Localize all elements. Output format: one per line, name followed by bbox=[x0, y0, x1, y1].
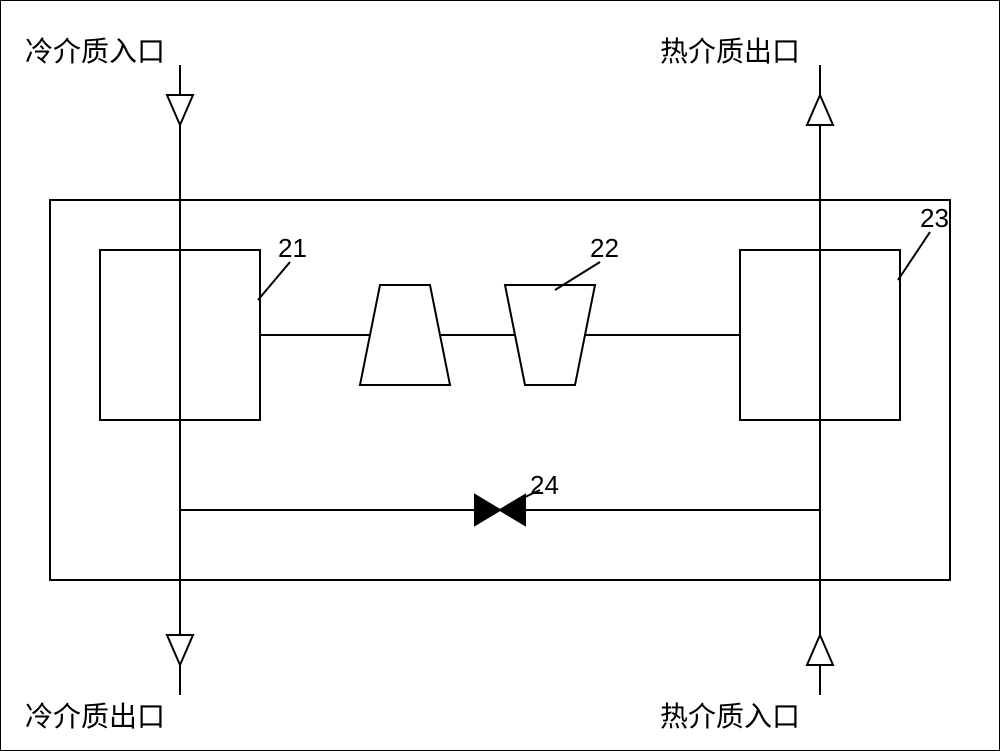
callout-21: 21 bbox=[278, 233, 307, 264]
outer-frame bbox=[0, 0, 1000, 751]
diagram-svg bbox=[0, 0, 1000, 751]
main-enclosure bbox=[50, 200, 950, 580]
label-cold-inlet: 冷介质入口 bbox=[25, 30, 165, 70]
leader-23 bbox=[898, 232, 930, 280]
cold-in-arrow bbox=[167, 95, 193, 125]
callout-23: 23 bbox=[920, 203, 949, 234]
label-cold-outlet: 冷介质出口 bbox=[25, 695, 165, 735]
callout-24: 24 bbox=[530, 470, 559, 501]
cold-out-arrow bbox=[167, 635, 193, 665]
valve-left bbox=[475, 495, 500, 525]
callout-22: 22 bbox=[590, 233, 619, 264]
hot-in-arrow bbox=[807, 635, 833, 665]
label-hot-inlet: 热介质入口 bbox=[660, 695, 800, 735]
hot-out-arrow bbox=[807, 95, 833, 125]
leader-21 bbox=[258, 262, 290, 300]
label-hot-outlet: 热介质出口 bbox=[660, 30, 800, 70]
compressor-left bbox=[360, 285, 450, 385]
compressor-right bbox=[505, 285, 595, 385]
diagram-canvas: 冷介质入口 热介质出口 冷介质出口 热介质入口 21 22 23 24 bbox=[0, 0, 1000, 751]
